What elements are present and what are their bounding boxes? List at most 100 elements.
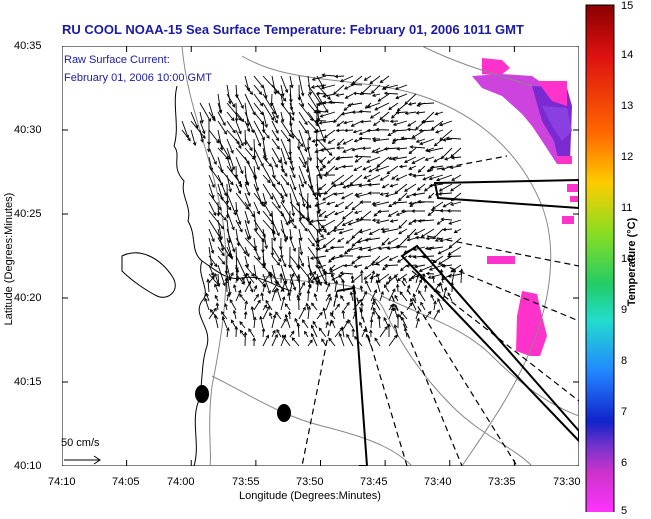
current-vector-head (322, 139, 326, 143)
current-vector-head (412, 192, 417, 197)
current-vector-head (232, 129, 236, 134)
current-vector (340, 75, 354, 83)
current-vector (276, 288, 282, 302)
current-vector (343, 102, 354, 111)
current-vector-head (372, 122, 377, 126)
current-vector-head (292, 287, 297, 291)
current-vector-head (338, 230, 343, 235)
current-vector (356, 192, 372, 198)
current-vector-head (287, 310, 292, 315)
current-vector-head (200, 138, 204, 143)
current-vector (354, 264, 363, 268)
current-vector (371, 84, 381, 94)
current-vector-head (213, 272, 218, 277)
x-tick-label: 73:50 (296, 476, 324, 488)
current-vector-head (450, 153, 455, 158)
radar-sectors (301, 155, 579, 466)
current-vector (311, 84, 327, 88)
current-vector (350, 83, 363, 86)
current-vector-head (392, 122, 397, 126)
current-vector (442, 264, 453, 267)
current-vector-head (224, 270, 229, 275)
current-vector (370, 289, 377, 302)
current-vector-head (411, 209, 415, 213)
current-vector (289, 237, 296, 252)
current-vector (244, 147, 256, 160)
current-vector (388, 102, 399, 110)
current-vector-head (233, 211, 237, 216)
current-vector (253, 300, 261, 311)
current-vector-head (415, 110, 420, 115)
current-vector-head (283, 161, 288, 166)
current-vector-head (213, 161, 217, 166)
current-vector (386, 165, 399, 175)
current-vector (450, 165, 462, 169)
current-vector-head (389, 119, 394, 124)
current-vector (387, 237, 399, 245)
current-vector (421, 120, 435, 123)
current-vector-head (446, 209, 451, 213)
current-vector-head (268, 271, 273, 275)
current-vector (217, 210, 227, 221)
current-vector (448, 246, 462, 255)
current-vector-head (412, 219, 417, 223)
current-vector (362, 165, 372, 171)
current-vector (262, 210, 274, 225)
current-vector (367, 174, 381, 182)
current-vector (271, 75, 277, 95)
current-vector (262, 156, 272, 167)
current-vector-head (246, 253, 250, 258)
current-vector-head (313, 109, 318, 114)
current-vector-head (240, 142, 244, 147)
current-vector-head (223, 130, 228, 135)
current-vector-head (246, 128, 251, 133)
current-vector (384, 147, 399, 150)
current-vector-head (269, 196, 274, 200)
current-vector (244, 228, 250, 240)
current-vector-head (322, 100, 326, 105)
current-vector (235, 129, 244, 146)
current-vector-head (323, 229, 327, 234)
current-vector-head (383, 91, 388, 96)
current-vector (388, 288, 396, 302)
current-vector-head (291, 272, 295, 277)
current-vector-head (207, 118, 211, 122)
current-vector-head (318, 228, 323, 232)
current-vector-head (239, 228, 243, 233)
current-vector (401, 137, 417, 140)
current-vector (307, 219, 324, 238)
current-vector-head (444, 157, 448, 161)
current-vector-head (314, 143, 319, 148)
current-vector (405, 111, 417, 115)
current-vector-head (290, 117, 295, 121)
current-vector (323, 308, 327, 320)
current-vector-head (411, 160, 416, 164)
colorbar-tick: 7 (621, 406, 628, 418)
current-vector-head (238, 145, 242, 150)
current-vector-head (416, 310, 420, 315)
current-vector-head (252, 337, 256, 342)
current-vector (289, 183, 299, 206)
current-vector-head (424, 246, 429, 251)
current-vector-head (211, 184, 215, 189)
current-vector-head (335, 128, 340, 133)
current-vector (447, 255, 462, 257)
current-vector-head (315, 91, 320, 96)
current-vector-head (360, 301, 364, 306)
current-vector (418, 219, 435, 222)
current-vector-head (282, 97, 287, 102)
current-vector-head (387, 323, 391, 327)
current-vector (320, 111, 336, 118)
current-vector (451, 269, 456, 284)
current-vector-head (276, 181, 281, 186)
current-vector (226, 138, 234, 154)
current-vector-head (381, 242, 386, 246)
current-vector-head (374, 107, 379, 111)
current-vector (310, 255, 327, 259)
current-vector (217, 165, 234, 185)
current-vector (361, 92, 372, 95)
current-vector (334, 219, 345, 230)
current-vector-head (437, 192, 442, 196)
current-vector-head (304, 121, 308, 126)
current-vector-head (245, 272, 250, 277)
